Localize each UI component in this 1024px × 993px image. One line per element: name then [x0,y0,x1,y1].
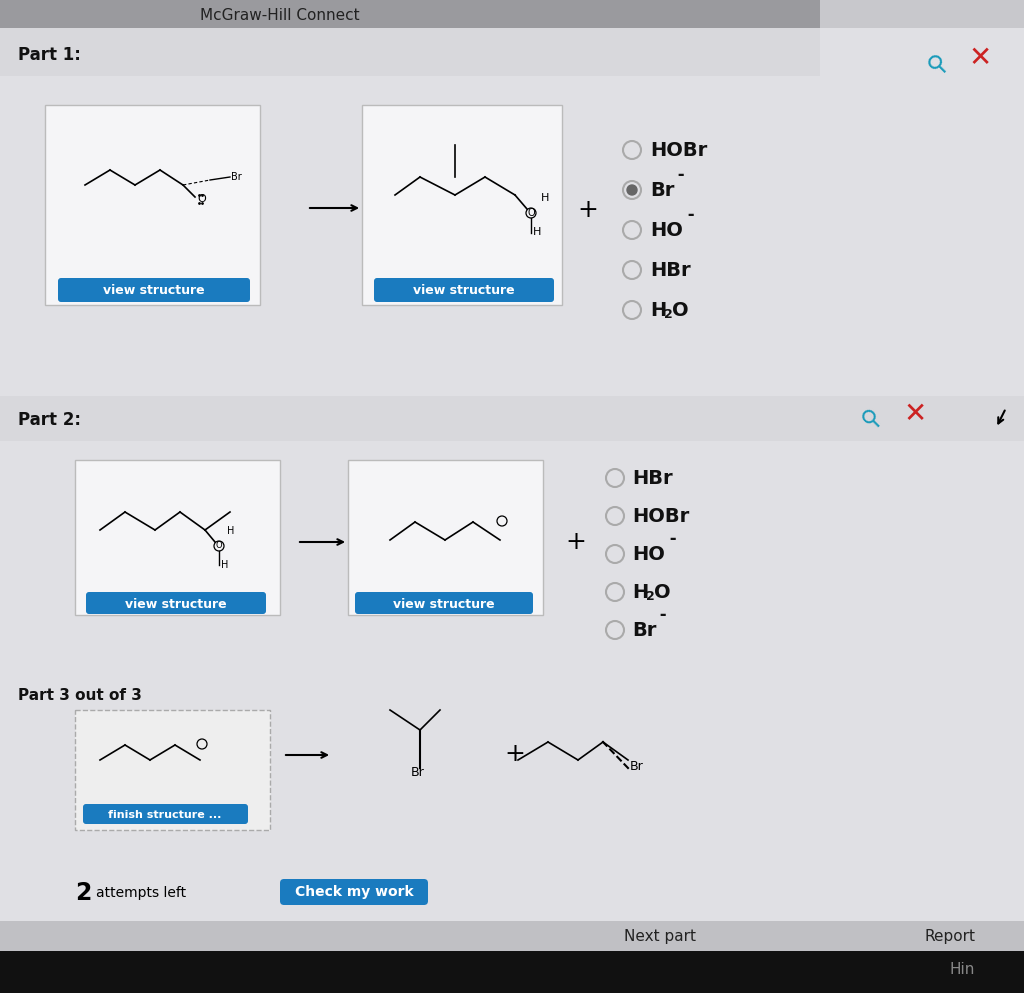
FancyBboxPatch shape [83,804,248,824]
Text: HOBr: HOBr [632,506,689,525]
Text: HBr: HBr [650,260,690,279]
Text: H: H [650,301,667,320]
Text: O: O [672,301,688,320]
Bar [0,691,1024,866]
Bar [0,396,1024,441]
FancyBboxPatch shape [86,592,266,614]
Text: Next part: Next part [624,928,696,943]
Text: 2: 2 [664,309,673,322]
Text: H: H [632,583,648,602]
Text: Part 1:: Part 1: [18,46,81,64]
Text: ¯: ¯ [676,174,684,192]
Text: attempts left: attempts left [96,886,186,900]
Text: O: O [654,583,671,602]
Text: Report: Report [924,928,975,943]
Bar [0,951,1024,993]
FancyBboxPatch shape [374,278,554,302]
Text: ✕: ✕ [903,400,927,428]
Text: Check my work: Check my work [295,885,414,899]
Text: McGraw-Hill Connect: McGraw-Hill Connect [200,9,359,24]
Text: O: O [527,208,535,218]
Text: O: O [216,541,222,550]
Bar [0,76,1024,396]
Text: view structure: view structure [393,598,495,611]
Text: view structure: view structure [414,285,515,298]
Bar [45,105,260,305]
Bar [75,710,270,830]
FancyBboxPatch shape [355,592,534,614]
Bar [348,460,543,615]
Text: Br: Br [411,766,425,779]
Text: view structure: view structure [103,285,205,298]
Text: Br: Br [650,181,675,200]
Text: Br: Br [632,621,656,639]
Text: ⚲: ⚲ [923,48,953,77]
Bar [0,921,1024,951]
Text: finish structure ...: finish structure ... [109,810,221,820]
Text: HBr: HBr [632,469,673,488]
FancyBboxPatch shape [280,879,428,905]
Text: HO: HO [650,220,683,239]
Bar [0,28,1024,76]
Text: HOBr: HOBr [650,140,708,160]
Text: +: + [578,198,598,222]
Circle shape [627,185,637,195]
Text: H: H [534,227,542,237]
Bar [0,866,1024,921]
Text: view structure: view structure [125,598,226,611]
Text: HO: HO [632,544,665,563]
Text: Part 2:: Part 2: [18,411,81,429]
Text: O: O [197,194,206,204]
Bar [0,0,820,28]
Text: Hin: Hin [949,962,975,977]
Text: Br: Br [231,172,242,182]
Text: ✕: ✕ [969,44,991,72]
Bar [820,0,1024,28]
Text: H: H [541,193,549,203]
Bar [75,460,280,615]
Bar [0,441,1024,691]
Text: ¯: ¯ [686,214,694,232]
Text: ¯: ¯ [668,538,677,556]
Text: +: + [505,742,525,766]
Text: 2: 2 [75,881,91,905]
Text: Br: Br [630,760,644,773]
Bar [362,105,562,305]
Text: ⚲: ⚲ [857,403,887,433]
Text: +: + [565,530,587,554]
Text: 2: 2 [646,591,654,604]
Text: ¯: ¯ [658,614,667,632]
Bar [0,28,820,76]
FancyBboxPatch shape [58,278,250,302]
Text: Part 3 out of 3: Part 3 out of 3 [18,687,142,702]
Text: H: H [221,560,228,570]
Text: H: H [227,526,234,536]
